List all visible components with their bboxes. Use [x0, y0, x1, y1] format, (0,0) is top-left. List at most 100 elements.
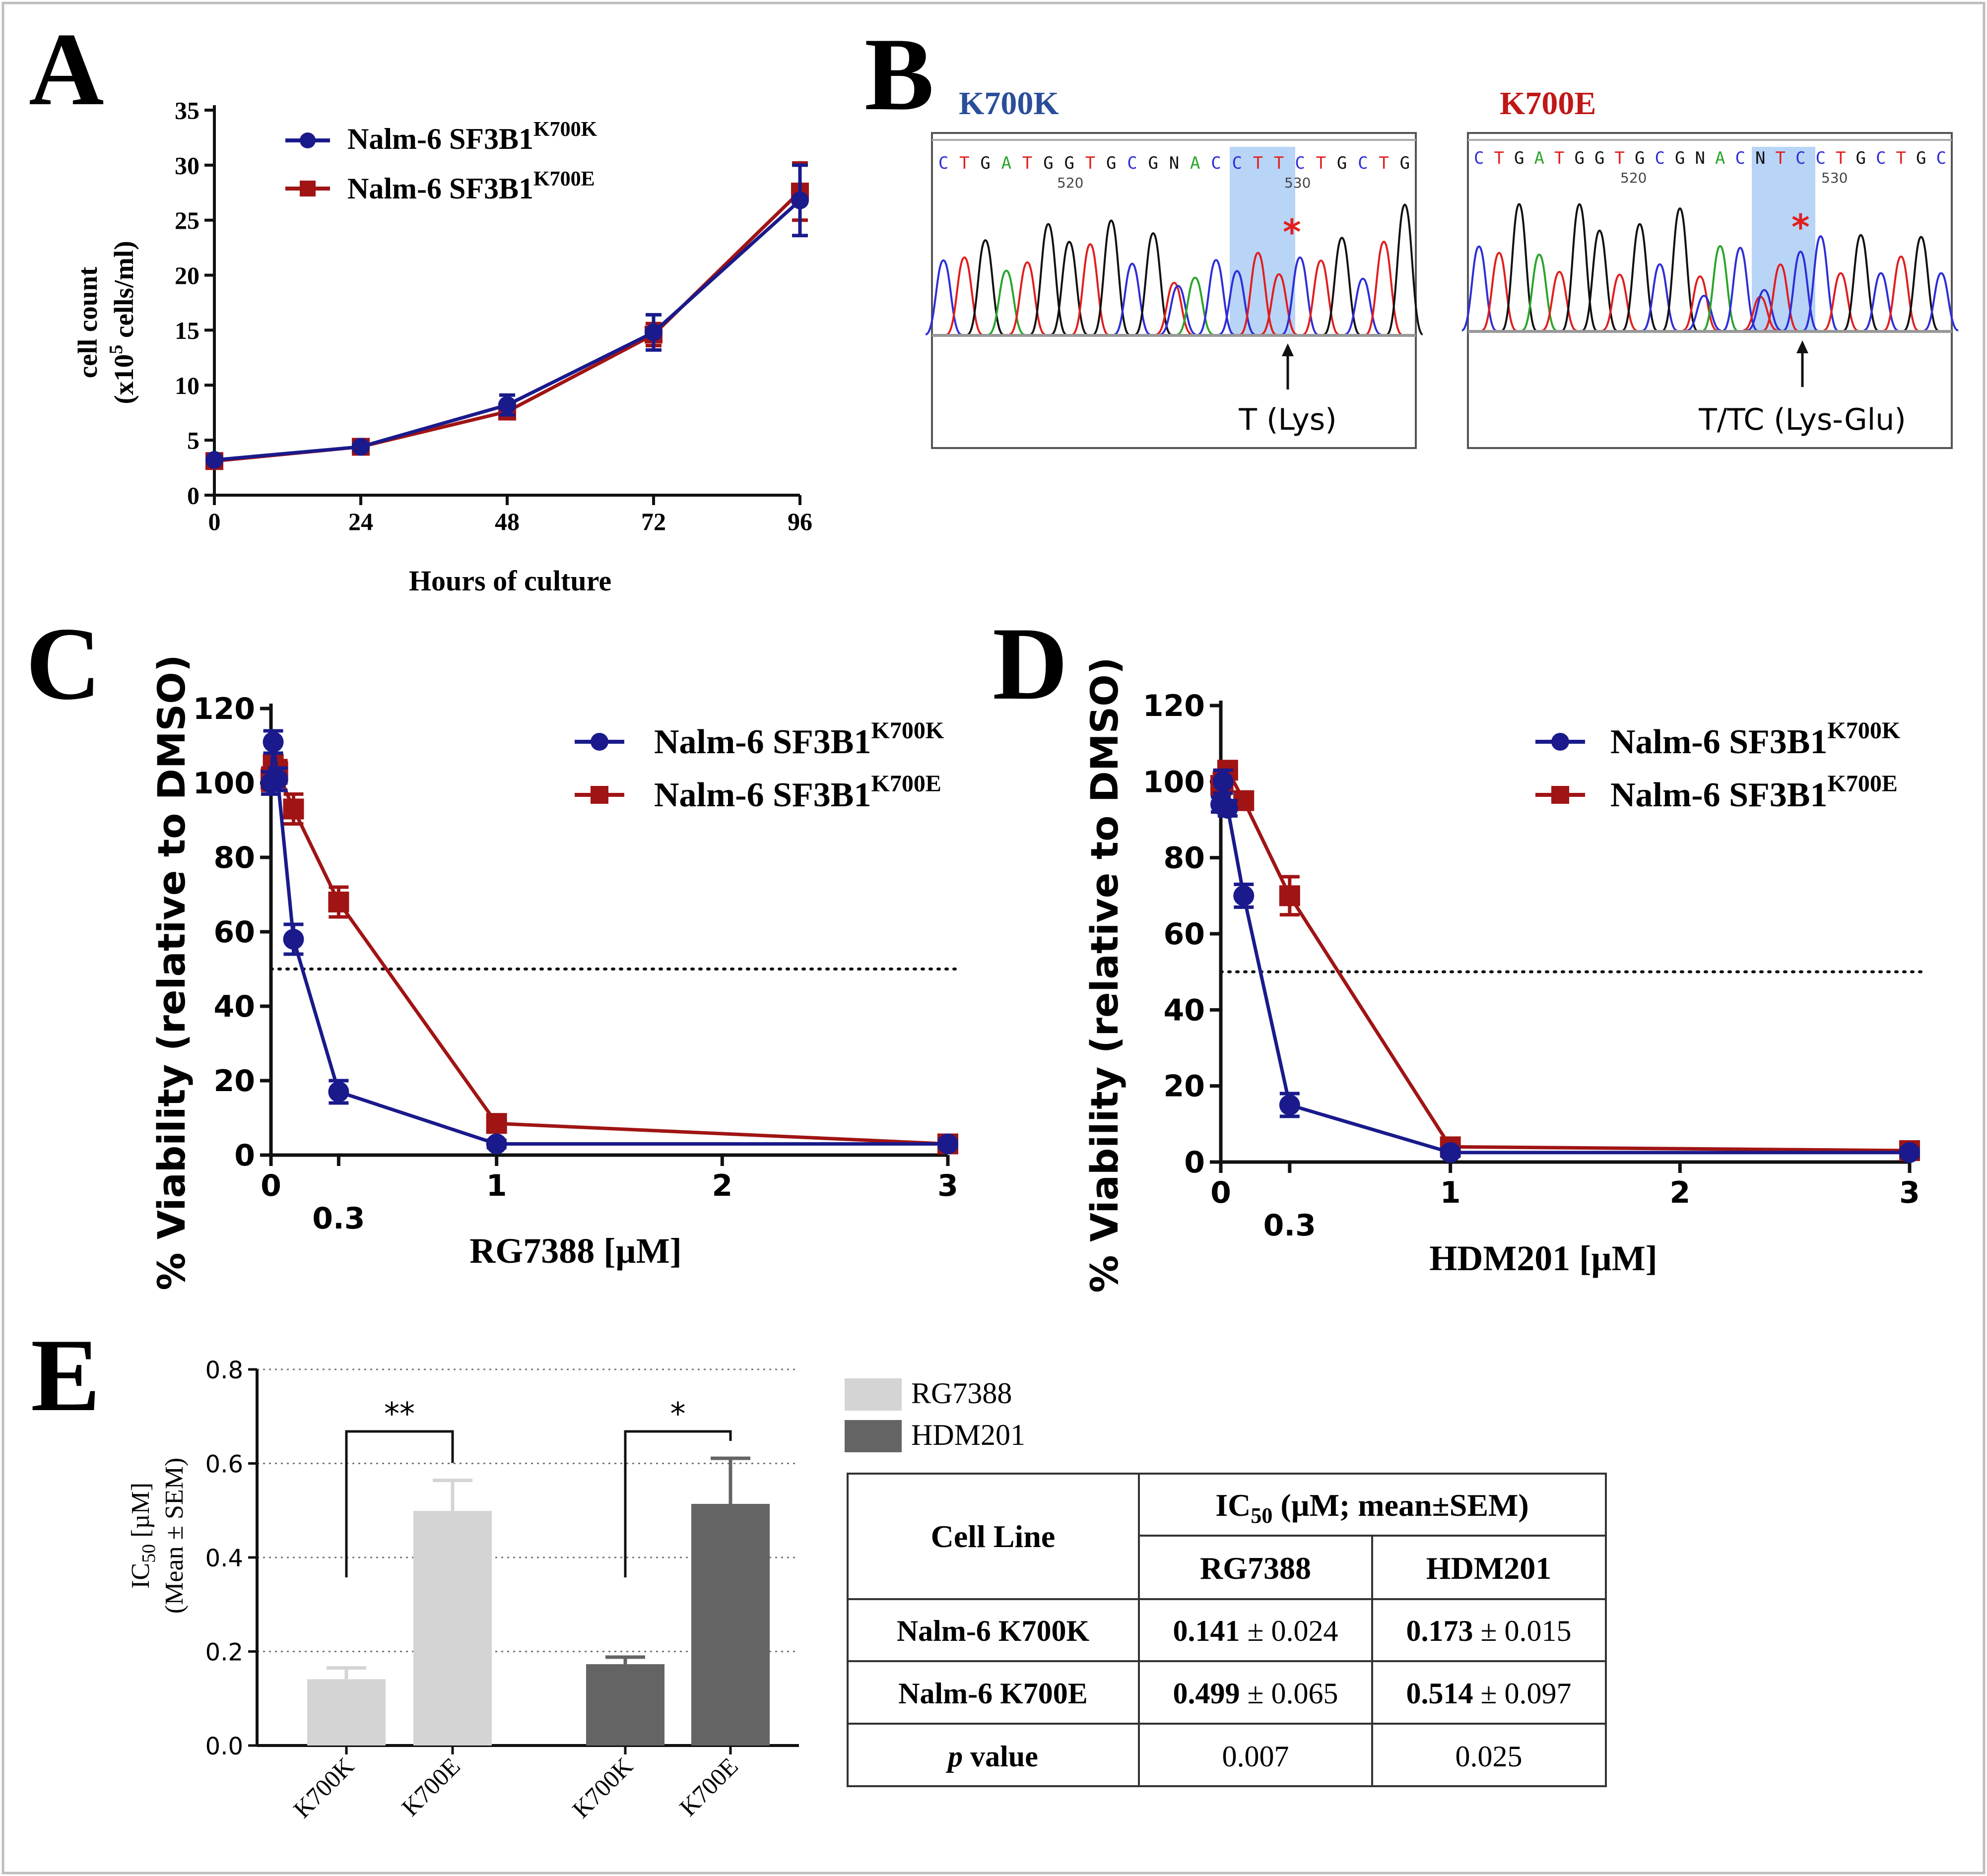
data-point	[1212, 771, 1234, 792]
base-call: G	[980, 153, 990, 173]
trace-peak	[1093, 219, 1130, 335]
base-call: T	[1316, 153, 1326, 173]
chart-a-ylabel: cell count	[72, 266, 103, 378]
base-call: G	[1916, 148, 1926, 168]
chart-c-axes: 0 20 40 60 80 100 120 0 1 2 3 0.3	[193, 692, 962, 1236]
trace-peak	[1823, 272, 1858, 331]
trace-peak	[1582, 229, 1617, 331]
trace-peak	[1863, 272, 1899, 331]
base-call: T	[1274, 153, 1284, 173]
base-call: A	[1534, 148, 1544, 168]
x-tick-label: 96	[788, 508, 812, 535]
ic50-table: Cell Line IC50 (µM; mean±SEM) RG7388 HDM…	[847, 1473, 1607, 1787]
chart-a-xlabel: Hours of culture	[409, 565, 611, 597]
data-point	[328, 892, 349, 912]
chart-c-ylabel: % Viability (relative to DMSO)	[149, 654, 194, 1290]
base-call: T	[1253, 153, 1263, 173]
legend-d-k700k-marker	[1551, 733, 1569, 751]
base-call: C	[1936, 148, 1946, 168]
legend-e-hdm-label: HDM201	[911, 1419, 1025, 1451]
table-header-ic50: IC50 (µM; mean±SEM)	[1215, 1488, 1528, 1528]
legend-d-k700e-label: Nalm-6 SF3B1K700E	[1610, 771, 1898, 814]
trace-peak	[1134, 232, 1172, 335]
chart-d-ylabel: % Viability (relative to DMSO)	[1082, 657, 1126, 1293]
data-point	[352, 438, 370, 456]
y-tick-label: 0.6	[205, 1451, 243, 1479]
base-call: C	[1232, 153, 1242, 173]
x-tick-label: 1	[486, 1168, 507, 1203]
trace-peak	[1177, 276, 1213, 335]
panel-label-e: E	[31, 1318, 100, 1433]
trace-peak	[1682, 275, 1718, 331]
trace-peak	[988, 269, 1025, 335]
base-call: C	[1795, 148, 1805, 168]
x-tick-label: 0.3	[1263, 1208, 1316, 1243]
base-call: C	[1295, 153, 1305, 173]
base-call: G	[1594, 148, 1604, 168]
trace-peak	[1009, 261, 1046, 335]
legend-c-k700e-label: Nalm-6 SF3B1K700E	[654, 771, 941, 814]
base-call: C	[938, 153, 948, 173]
legend-c-k700k-label: Nalm-6 SF3B1K700K	[654, 717, 944, 761]
table-row-label: Nalm-6 K700E	[898, 1677, 1088, 1710]
trace-peak	[1642, 263, 1678, 331]
chromatogram-k700e-highlight	[1752, 147, 1815, 331]
trace-peak	[1160, 285, 1196, 335]
seq-k700e-title: K700E	[1500, 85, 1596, 122]
panel-a: A 0 5 10 15 20 25 30 35 0 24 48 72 96 Hours of cultu…	[29, 12, 812, 597]
table-cell: 0.499 ± 0.065	[1173, 1677, 1338, 1710]
legend-a-k700k-marker	[300, 132, 316, 148]
data-point	[1279, 885, 1300, 906]
y-tick-label: 0	[1184, 1145, 1205, 1180]
x-tick-label: 2	[1669, 1175, 1690, 1210]
table-cell-p-hdm: 0.025	[1456, 1740, 1523, 1773]
table-header-cell-line: Cell Line	[931, 1519, 1056, 1554]
y-tick-label: 20	[1164, 1069, 1205, 1104]
data-point	[205, 451, 223, 469]
chromatogram-k700k-pos-520: 520	[1057, 175, 1083, 191]
legend-a-k700k-label: Nalm-6 SF3B1K700K	[347, 118, 597, 155]
legend-c-k700e-marker	[591, 786, 608, 804]
legend-d-k700e-marker	[1551, 786, 1569, 804]
legend-a-k700e-marker	[300, 181, 316, 196]
chart-a-legend: Nalm-6 SF3B1K700K Nalm-6 SF3B1K700E	[285, 118, 597, 205]
y-tick-label: 100	[1143, 765, 1205, 799]
base-call: A	[1001, 153, 1011, 173]
seq-k700k-title: K700K	[959, 85, 1059, 122]
y-tick-label: 40	[214, 989, 256, 1024]
data-point	[486, 1113, 507, 1134]
panel-label-c: C	[26, 606, 101, 721]
y-tick-label: 0	[234, 1138, 255, 1173]
chromatogram-k700k-annotation: T (Lys)	[1238, 402, 1336, 437]
base-call: G	[1337, 153, 1347, 173]
significance-label: **	[384, 1396, 415, 1432]
y-tick-label: 60	[214, 915, 256, 950]
bar	[691, 1503, 770, 1746]
trace-peak	[1156, 281, 1192, 335]
chromatogram-k700e-annotation: T/TC (Lys-Glu)	[1698, 402, 1906, 437]
data-point	[283, 929, 304, 950]
data-point	[283, 798, 304, 820]
data-point	[1217, 798, 1238, 819]
base-call: G	[1106, 153, 1116, 173]
y-tick-label: 20	[175, 261, 199, 289]
trace-peak	[1365, 241, 1402, 335]
x-tick-label: 0.3	[312, 1201, 365, 1236]
trace-peak	[1602, 273, 1637, 331]
y-tick-label: 0	[187, 482, 199, 510]
trace-peak	[1260, 273, 1298, 335]
significance-bracket	[624, 1430, 732, 1578]
chromatogram-k700k-star: *	[1283, 212, 1301, 253]
base-call: A	[1190, 153, 1200, 173]
trace-peak	[1883, 255, 1919, 331]
data-point	[498, 396, 516, 414]
trace-peak	[1763, 263, 1798, 331]
legend-e-rg-swatch	[845, 1378, 902, 1411]
y-tick-label: 0.0	[205, 1733, 243, 1760]
trace-peak	[1324, 237, 1361, 335]
base-call: T	[1022, 153, 1032, 173]
bar	[413, 1511, 492, 1746]
base-call: G	[1675, 148, 1685, 168]
base-call: G	[1514, 148, 1524, 168]
